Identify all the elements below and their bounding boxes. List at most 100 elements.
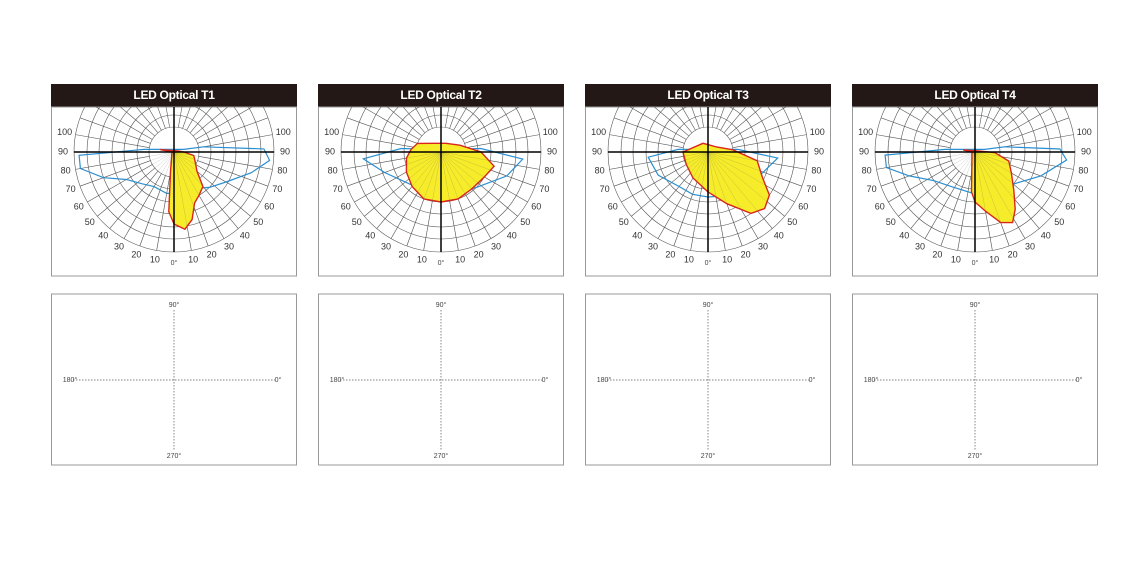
lobe-ray [707, 151, 759, 239]
lobe-ray [690, 151, 709, 251]
polar-label-left: 90 [592, 146, 602, 156]
lobe-ray [974, 151, 1010, 247]
grid-ray [197, 160, 269, 187]
polar-label-right: 70 [1073, 184, 1083, 194]
polar-diagram [874, 107, 1076, 253]
polar-label-left: 20 [932, 250, 942, 260]
polar-label-right: 30 [758, 242, 768, 252]
lobe-ray [643, 151, 709, 229]
grid-ray [631, 167, 690, 217]
grid-ray [189, 107, 213, 134]
polar-label-right: 50 [1054, 217, 1064, 227]
lobe-ray [613, 151, 709, 187]
polar-label-right: 50 [253, 217, 263, 227]
grid-ray [987, 107, 1002, 131]
polar-label-left: 70 [600, 184, 610, 194]
isolux-label-top: 90° [169, 301, 180, 309]
lobe-ray [376, 151, 442, 229]
grid-ray [726, 107, 763, 137]
polar-label-left: 50 [352, 217, 362, 227]
polar-label-left: 40 [899, 231, 909, 241]
polar-center-label: 0° [972, 259, 979, 267]
lobe-ray [109, 151, 175, 229]
grid-ray [464, 117, 536, 144]
grid-ray [898, 167, 957, 217]
polar-label-left: 50 [886, 217, 896, 227]
polar-label-right: 60 [531, 201, 541, 211]
polar-diagram [607, 107, 809, 253]
polar-label-right: 30 [224, 242, 234, 252]
yellow-lobe [963, 149, 1016, 224]
polar-label-left: 60 [608, 201, 618, 211]
isolux-label-bottom: 270° [434, 452, 449, 460]
grid-ray [958, 107, 967, 129]
lobe-ray [346, 151, 442, 187]
polar-label-right: 80 [1078, 165, 1088, 175]
isolux-label-right: 0° [809, 376, 816, 384]
lobe-ray [173, 151, 251, 217]
grid-ray [936, 107, 960, 134]
lobe-ray [173, 151, 192, 251]
grid-ray [87, 164, 153, 203]
isolux-label-top: 90° [703, 301, 714, 309]
lobe-ray [924, 151, 976, 239]
grid-ray [720, 107, 735, 131]
lobe-ray [707, 151, 807, 170]
polar-label-right: 20 [207, 250, 217, 260]
isolux-label-bottom: 270° [701, 452, 716, 460]
grid-ray [996, 107, 1054, 140]
grid-ray [342, 134, 417, 148]
panel-title: LED Optical T4 [934, 88, 1016, 102]
lobe-ray [87, 151, 175, 203]
polar-label-left: 100 [57, 127, 72, 137]
lobe-ray [440, 151, 476, 247]
grid-ray [453, 107, 468, 131]
grid-ray [609, 134, 684, 148]
lobe-ray [440, 151, 518, 217]
grid-ray [165, 107, 170, 128]
polar-label-right: 30 [1025, 242, 1035, 252]
lobe-ray [974, 151, 1040, 229]
lobe-ray [440, 151, 540, 170]
polar-center-label: 0° [171, 259, 178, 267]
grid-ray [197, 117, 269, 144]
polar-label-left: 30 [381, 242, 391, 252]
isolux-label-top: 90° [436, 301, 447, 309]
grid-ray [139, 175, 166, 247]
polar-label-right: 90 [547, 146, 557, 156]
lobe-ray [631, 151, 709, 217]
lobe-ray [123, 151, 175, 239]
polar-label-left: 30 [114, 242, 124, 252]
grid-ray [957, 176, 971, 251]
lobe-ray [898, 151, 976, 217]
grid-ray [195, 107, 253, 140]
polar-label-right: 60 [264, 201, 274, 211]
lobe-ray [974, 151, 993, 251]
grid-ray [402, 107, 426, 134]
isolux-label-left: 180° [597, 376, 612, 384]
grid-ray [876, 156, 951, 170]
lobe-ray [173, 151, 273, 170]
polar-label-left: 90 [859, 146, 869, 156]
grid-ray [156, 176, 170, 251]
grid-ray [716, 107, 725, 129]
grid-ray [699, 107, 704, 128]
grid-ray [192, 107, 229, 137]
grid-ray [920, 107, 957, 137]
lobe-ray [880, 151, 976, 187]
polar-label-right: 90 [1081, 146, 1091, 156]
polar-label-right: 50 [787, 217, 797, 227]
lobe-ray [707, 151, 803, 187]
polar-label-left: 100 [591, 127, 606, 137]
grid-ray [924, 173, 963, 239]
lobe-ray [609, 151, 709, 170]
grid-ray [876, 134, 951, 148]
polar-label-right: 10 [989, 255, 999, 265]
grid-ray [643, 170, 693, 229]
polar-label-right: 20 [1008, 250, 1018, 260]
grid-ray [691, 107, 700, 129]
title-bar [51, 84, 297, 107]
grid-ray [97, 167, 156, 217]
polar-center-label: 0° [438, 259, 445, 267]
title-bar [585, 84, 831, 107]
